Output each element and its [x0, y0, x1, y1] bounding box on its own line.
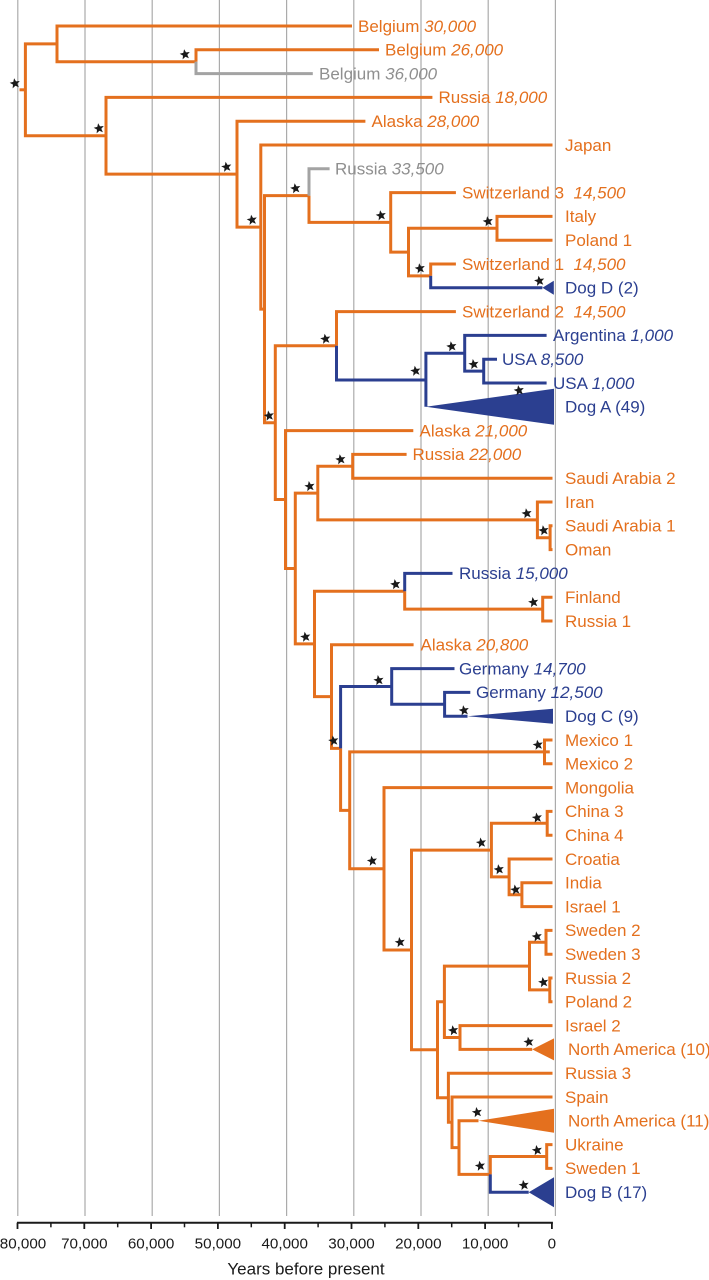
svg-text:Russia 1: Russia 1: [565, 612, 631, 631]
svg-text:Alaska 28,000: Alaska 28,000: [372, 112, 480, 131]
svg-text:Alaska 20,800: Alaska 20,800: [421, 636, 529, 655]
svg-text:Mexico 1: Mexico 1: [565, 731, 633, 750]
svg-text:India: India: [565, 874, 602, 893]
svg-text:40,000: 40,000: [261, 1236, 307, 1253]
svg-text:USA 8,500: USA 8,500: [502, 350, 584, 369]
svg-text:Mongolia: Mongolia: [565, 778, 635, 797]
svg-text:Sweden 2: Sweden 2: [565, 921, 641, 940]
svg-text:Poland 1: Poland 1: [565, 231, 632, 250]
svg-text:70,000: 70,000: [61, 1236, 107, 1253]
svg-text:Finland: Finland: [565, 588, 621, 607]
svg-text:Spain: Spain: [565, 1088, 608, 1107]
svg-text:Russia 15,000: Russia 15,000: [459, 564, 568, 583]
svg-text:USA 1,000: USA 1,000: [553, 374, 635, 393]
svg-text:Switzerland 2 14,500: Switzerland 2 14,500: [462, 302, 626, 321]
svg-text:Croatia: Croatia: [565, 850, 620, 869]
svg-text:10,000: 10,000: [462, 1236, 508, 1253]
svg-text:Italy: Italy: [565, 207, 597, 226]
svg-text:Saudi Arabia 2: Saudi Arabia 2: [565, 469, 676, 488]
svg-text:China 4: China 4: [565, 826, 624, 845]
svg-text:Oman: Oman: [565, 540, 611, 559]
svg-text:North America (10): North America (10): [568, 1040, 709, 1059]
svg-text:Poland 2: Poland 2: [565, 993, 632, 1012]
svg-text:Dog B (17): Dog B (17): [565, 1183, 647, 1202]
svg-text:Iran: Iran: [565, 493, 594, 512]
svg-text:30,000: 30,000: [328, 1236, 374, 1253]
svg-text:Japan: Japan: [565, 136, 611, 155]
svg-text:Ukraine: Ukraine: [565, 1135, 624, 1154]
svg-text:Dog A (49): Dog A (49): [565, 398, 645, 417]
svg-text:0: 0: [548, 1236, 556, 1253]
svg-text:60,000: 60,000: [128, 1236, 174, 1253]
svg-text:Israel 2: Israel 2: [565, 1016, 621, 1035]
svg-text:Belgium 26,000: Belgium 26,000: [385, 41, 504, 60]
svg-text:China 3: China 3: [565, 802, 624, 821]
svg-text:Russia 18,000: Russia 18,000: [439, 88, 548, 107]
svg-text:Belgium 36,000: Belgium 36,000: [319, 64, 438, 83]
svg-text:Argentina 1,000: Argentina 1,000: [553, 326, 674, 345]
svg-text:Sweden 3: Sweden 3: [565, 945, 641, 964]
svg-text:Russia 33,500: Russia 33,500: [335, 160, 444, 179]
svg-text:Israel 1: Israel 1: [565, 897, 621, 916]
svg-text:Russia 22,000: Russia 22,000: [413, 445, 522, 464]
svg-text:Years before present: Years before present: [227, 1260, 384, 1279]
svg-text:Sweden 1: Sweden 1: [565, 1159, 641, 1178]
svg-text:Switzerland 3 14,500: Switzerland 3 14,500: [462, 183, 626, 202]
svg-text:50,000: 50,000: [195, 1236, 241, 1253]
svg-text:Switzerland 1 14,500: Switzerland 1 14,500: [462, 255, 626, 274]
svg-text:Saudi Arabia 1: Saudi Arabia 1: [565, 517, 676, 536]
svg-text:Germany 14,700: Germany 14,700: [459, 659, 586, 678]
svg-text:80,000: 80,000: [0, 1236, 46, 1253]
svg-text:Russia 3: Russia 3: [565, 1064, 631, 1083]
svg-text:20,000: 20,000: [395, 1236, 441, 1253]
svg-text:Mexico 2: Mexico 2: [565, 755, 633, 774]
svg-text:Dog C (9): Dog C (9): [565, 707, 639, 726]
svg-text:Alaska 21,000: Alaska 21,000: [420, 421, 528, 440]
svg-text:Dog D (2): Dog D (2): [565, 279, 639, 298]
svg-text:Germany 12,500: Germany 12,500: [476, 683, 603, 702]
svg-text:Belgium 30,000: Belgium 30,000: [358, 17, 477, 36]
svg-text:Russia 2: Russia 2: [565, 969, 631, 988]
svg-text:North America (11): North America (11): [568, 1112, 709, 1131]
